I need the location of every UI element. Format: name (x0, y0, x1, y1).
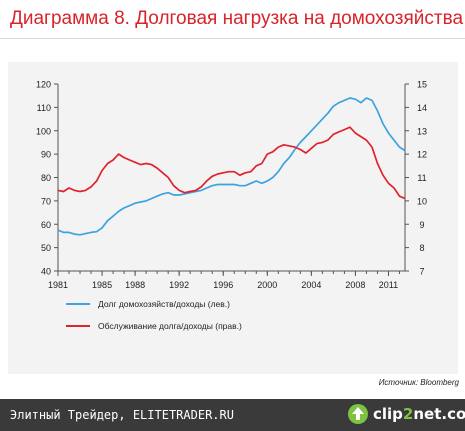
clip2net-logo: clip2net.com (347, 403, 465, 427)
chart-lines (57, 97, 406, 236)
chart-panel: 40 50 60 70 80 90 100 110 120 7 8 9 10 11 12 13 14 15 1981… (8, 62, 458, 374)
clip2net-logo-text: clip2net.com (373, 405, 465, 423)
x-tick-label: 1985 (92, 280, 112, 290)
x-tick-label: 1992 (169, 280, 189, 290)
y-left-tick-label: 70 (41, 196, 51, 206)
y-left-tick-label: 110 (37, 103, 51, 113)
y-right-tick-label: 15 (417, 80, 427, 90)
x-tick-label: 2000 (257, 280, 277, 290)
source-note: Источник: Bloomberg (378, 378, 459, 387)
series-line-2 (57, 126, 406, 200)
y-left-tick-label: 60 (41, 220, 51, 230)
y-left-tick-label: 40 (41, 267, 51, 277)
clip2net-arrow-icon (348, 404, 368, 424)
x-tick-label: 1981 (48, 280, 68, 290)
x-tick-label: 2011 (379, 280, 398, 290)
series-line-1 (57, 97, 406, 236)
y-right-tick-label: 10 (417, 196, 427, 206)
footer-bar: Элитный Трейдер, ELITETRADER.RU clip2net… (0, 399, 465, 431)
legend-label-1: Долг домохозяйств/доходы (лев.) (98, 299, 230, 309)
x-tick-label: 1996 (213, 280, 233, 290)
y-left-tick-label: 90 (41, 150, 51, 160)
y-right-tick-label: 7 (419, 267, 424, 277)
x-tick-label: 1988 (125, 280, 145, 290)
y-left-tick-label: 80 (41, 173, 51, 183)
x-tick-label: 2004 (301, 280, 321, 290)
y-left-tick-label: 50 (41, 243, 51, 253)
y-left-tick-label: 120 (36, 80, 51, 90)
legend-label-2: Обслуживание долга/доходы (прав.) (98, 321, 242, 331)
footer-site-text: Элитный Трейдер, ELITETRADER.RU (10, 408, 234, 422)
y-right-tick-label: 12 (417, 150, 427, 160)
chart-legend: Долг домохозяйств/доходы (лев.) Обслужива… (66, 299, 242, 331)
y-left-tick-label: 100 (36, 126, 51, 136)
chart-axes: 40 50 60 70 80 90 100 110 120 7 8 9 10 11 12 13 14 15 1981… (36, 80, 427, 291)
y-right-tick-label: 13 (417, 126, 427, 136)
y-right-tick-label: 8 (419, 243, 424, 253)
y-right-tick-label: 14 (417, 103, 427, 113)
y-right-tick-label: 11 (417, 173, 426, 183)
page-title: Диаграмма 8. Долговая нагрузка на домохо… (10, 8, 464, 29)
title-divider (0, 38, 465, 39)
line-chart: 40 50 60 70 80 90 100 110 120 7 8 9 10 11 12 13 14 15 1981… (36, 80, 427, 332)
logo-digit: 2 (402, 405, 414, 423)
y-right-tick-label: 9 (419, 220, 424, 230)
logo-suffix: net.com (413, 405, 465, 423)
x-tick-label: 2008 (345, 280, 365, 290)
logo-prefix: clip (373, 405, 403, 423)
